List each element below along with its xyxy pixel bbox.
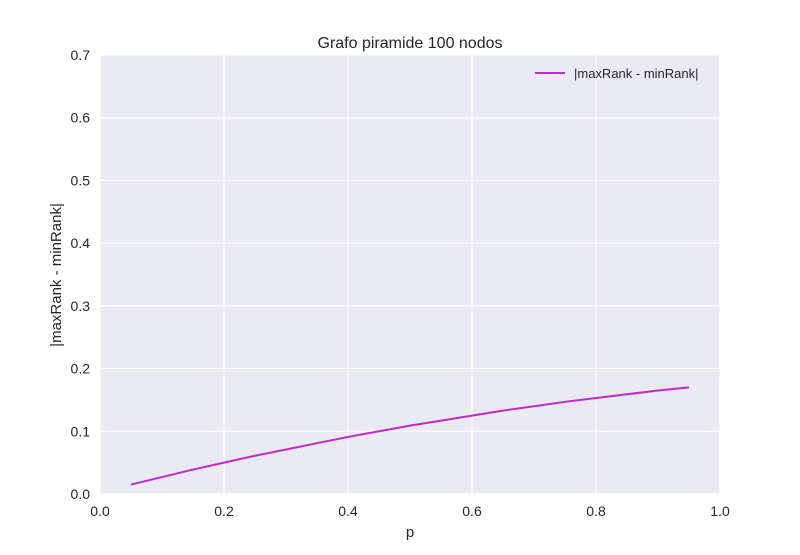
y-axis-label: |maxRank - minRank| [48,203,65,347]
x-tick-label: 0.0 [90,503,110,519]
y-tick-label: 0.1 [71,423,91,439]
grid-lines [99,54,721,495]
legend-label: |maxRank - minRank| [574,66,699,81]
y-tick-label: 0.5 [71,172,91,188]
x-axis-label: p [406,524,414,541]
y-tick-label: 0.3 [71,298,91,314]
x-tick-label: 0.4 [338,503,358,519]
y-tick-label: 0.0 [71,486,91,502]
chart-title: Grafo piramide 100 nodos [318,35,503,52]
y-tick-label: 0.4 [71,235,91,251]
tick-labels: 0.0 0.2 0.4 0.6 0.8 1.0 0.0 0.1 0.2 0.3 0.4 0.5 0.6 0… [71,47,730,519]
x-tick-label: 0.2 [214,503,234,519]
x-tick-label: 0.8 [586,503,606,519]
x-tick-label: 0.6 [462,503,482,519]
y-tick-label: 0.6 [71,110,91,126]
y-tick-label: 0.7 [71,47,91,63]
plot-background [100,55,720,494]
series-layer [130,386,690,486]
x-tick-label: 1.0 [710,503,730,519]
y-tick-label: 0.2 [71,361,91,377]
legend: |maxRank - minRank| [535,66,699,81]
series-line [130,386,690,486]
